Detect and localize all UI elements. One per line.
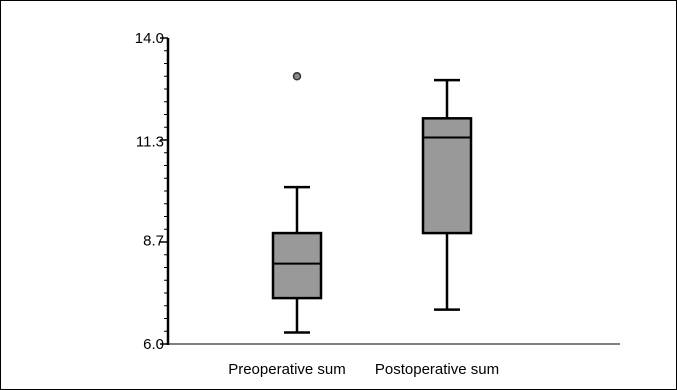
y-tick-label: 11.3 [136,133,164,150]
y-tick-label: 14.0 [135,30,164,47]
category-label: Postoperative sum [375,361,499,378]
y-tick-label: 6.0 [143,336,164,353]
box-iqr [421,117,473,235]
boxes-group [271,72,473,334]
y-axis: 6.0 8.7 11.3 14.0 [135,30,620,353]
box-iqr [271,231,323,300]
y-tick-label: 8.7 [143,233,164,250]
box-2 [421,78,473,311]
outlier-point [292,72,302,81]
category-labels: Preoperative sum Postoperative sum [228,361,499,378]
category-label: Preoperative sum [228,361,346,378]
box-1 [271,72,323,334]
